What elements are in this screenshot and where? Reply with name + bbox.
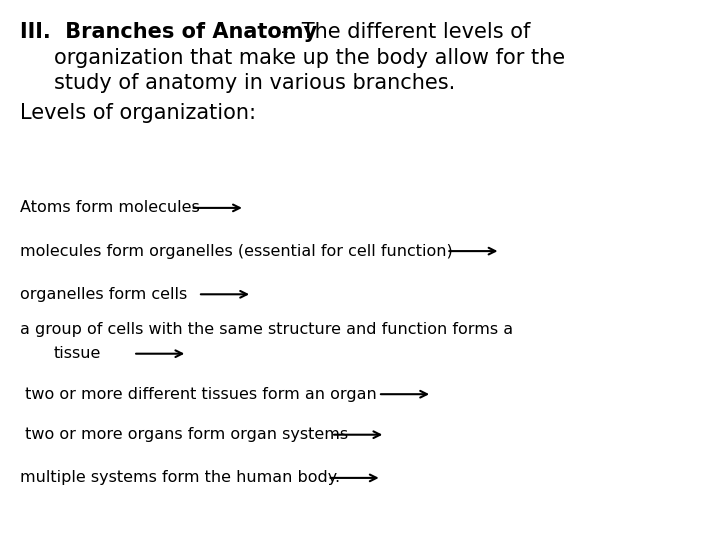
- Text: a group of cells with the same structure and function forms a: a group of cells with the same structure…: [20, 322, 513, 337]
- Text: Levels of organization:: Levels of organization:: [20, 103, 256, 123]
- Text: two or more different tissues form an organ: two or more different tissues form an or…: [20, 387, 377, 402]
- Text: organization that make up the body allow for the: organization that make up the body allow…: [54, 48, 565, 68]
- Text: two or more organs form organ systems: two or more organs form organ systems: [20, 427, 348, 442]
- Text: multiple systems form the human body.: multiple systems form the human body.: [20, 470, 341, 485]
- Text: tissue: tissue: [54, 346, 102, 361]
- Text: III.  Branches of Anatomy: III. Branches of Anatomy: [20, 22, 318, 42]
- Text: molecules form organelles (essential for cell function): molecules form organelles (essential for…: [20, 244, 453, 259]
- Text: organelles form cells: organelles form cells: [20, 287, 187, 302]
- Text: study of anatomy in various branches.: study of anatomy in various branches.: [54, 73, 455, 93]
- Text: -  The different levels of: - The different levels of: [281, 22, 530, 42]
- Text: Atoms form molecules: Atoms form molecules: [20, 200, 200, 215]
